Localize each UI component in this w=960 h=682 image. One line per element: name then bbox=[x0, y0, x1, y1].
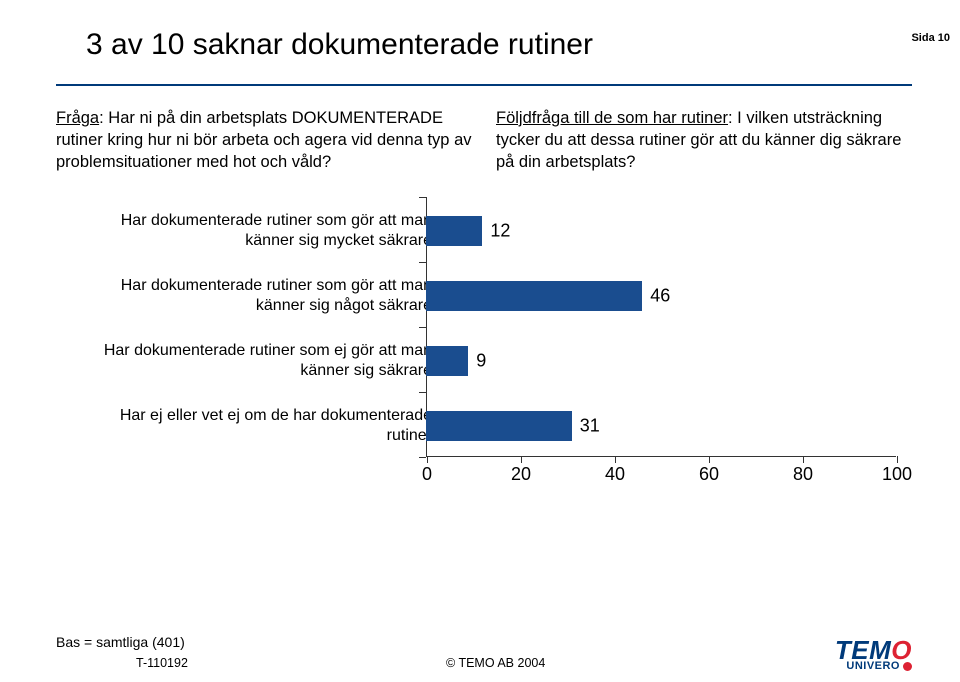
question-left: Fråga: Har ni på din arbetsplats DOKUMEN… bbox=[56, 108, 472, 173]
page-number: Sida 10 bbox=[911, 32, 950, 44]
y-tick bbox=[419, 457, 426, 459]
bar: 9 bbox=[426, 346, 468, 376]
category-label: Har dokumenterade rutiner som gör att ma… bbox=[72, 211, 432, 251]
footer-tcode: T-110192 bbox=[136, 656, 188, 670]
question-right-label: Följdfråga till de som har rutiner bbox=[496, 109, 728, 127]
question-block: Fråga: Har ni på din arbetsplats DOKUMEN… bbox=[56, 108, 912, 173]
bar-value-label: 31 bbox=[580, 416, 600, 437]
x-tick-label: 20 bbox=[511, 464, 531, 485]
x-tick-label: 40 bbox=[605, 464, 625, 485]
title-underline bbox=[56, 84, 912, 86]
footer-copyright: © TEMO AB 2004 bbox=[446, 656, 545, 670]
x-tick-label: 80 bbox=[793, 464, 813, 485]
footer-bas: Bas = samtliga (401) bbox=[56, 634, 185, 650]
x-tick-label: 100 bbox=[882, 464, 912, 485]
logo: TEMO UNIVERO bbox=[835, 637, 912, 672]
y-tick bbox=[419, 327, 426, 329]
bar-fill bbox=[426, 216, 482, 246]
bar-value-label: 12 bbox=[490, 221, 510, 242]
category-label: Har dokumenterade rutiner som gör att ma… bbox=[72, 276, 432, 316]
page-title: 3 av 10 saknar dokumenterade rutiner bbox=[56, 28, 912, 62]
bar: 46 bbox=[426, 281, 642, 311]
category-label: Har dokumenterade rutiner som ej gör att… bbox=[72, 341, 432, 381]
bar-fill bbox=[426, 346, 468, 376]
x-tick bbox=[615, 456, 617, 463]
x-tick-label: 60 bbox=[699, 464, 719, 485]
logo-sub-text: UNIVERO bbox=[846, 661, 900, 672]
bar-value-label: 46 bbox=[650, 286, 670, 307]
bar: 31 bbox=[426, 411, 572, 441]
x-tick bbox=[897, 456, 899, 463]
question-right: Följdfråga till de som har rutiner: I vi… bbox=[496, 108, 912, 173]
x-tick bbox=[427, 456, 429, 463]
x-tick bbox=[521, 456, 523, 463]
bar-value-label: 9 bbox=[476, 351, 486, 372]
logo-dot-icon bbox=[903, 662, 912, 671]
x-tick bbox=[709, 456, 711, 463]
x-tick-label: 0 bbox=[422, 464, 432, 485]
x-tick bbox=[803, 456, 805, 463]
footer: Bas = samtliga (401) T-110192 © TEMO AB … bbox=[56, 630, 912, 670]
bar-fill bbox=[426, 281, 642, 311]
category-label: Har ej eller vet ej om de har dokumenter… bbox=[72, 406, 432, 446]
y-tick bbox=[419, 262, 426, 264]
y-tick bbox=[419, 392, 426, 394]
y-tick bbox=[419, 197, 426, 199]
logo-main: TEMO bbox=[835, 637, 912, 663]
bar-chart: 0 20 40 60 80 100 Har dokumenterade rutiner s… bbox=[56, 197, 912, 487]
question-left-text: : Har ni på din arbetsplats DOKUMENTERAD… bbox=[56, 109, 472, 171]
bar: 12 bbox=[426, 216, 482, 246]
question-left-label: Fråga bbox=[56, 109, 99, 127]
bar-fill bbox=[426, 411, 572, 441]
